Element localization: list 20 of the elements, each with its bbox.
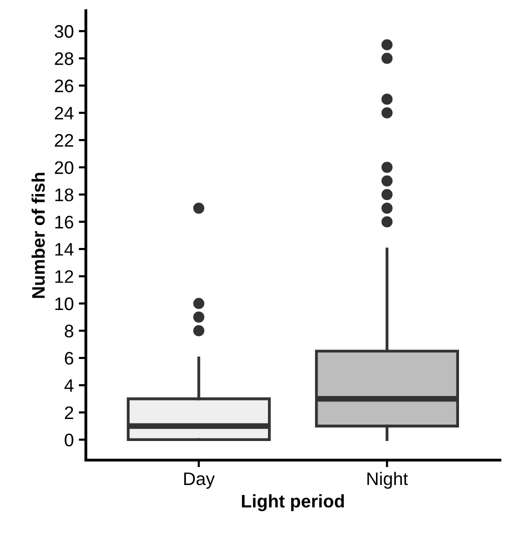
y-tick-label: 30	[54, 25, 74, 38]
y-axis-title: Number of fish	[32, 172, 45, 298]
y-tick-label: 6	[64, 352, 74, 365]
y-tick-label: 2	[64, 406, 74, 419]
y-tick-label: 20	[54, 161, 74, 174]
y-tick-label: 16	[55, 216, 74, 228]
y-tick-label: 8	[64, 324, 74, 338]
y-tick-label: 24	[54, 106, 74, 120]
x-tick-label: Day	[184, 472, 215, 489]
y-tick-label: 22	[54, 134, 74, 147]
x-axis-title: Light period	[242, 494, 344, 512]
y-tick-label: 28	[54, 52, 74, 66]
y-tick-label: 10	[55, 297, 74, 310]
y-tick-label: 26	[54, 80, 74, 92]
y-tick-label: 18	[55, 188, 74, 202]
y-tick-label: 14	[55, 243, 74, 256]
y-tick-label: 0	[64, 434, 74, 446]
x-tick-label: Night	[367, 472, 408, 489]
y-tick-label: 4	[64, 379, 74, 392]
y-tick-label: 12	[55, 270, 74, 283]
